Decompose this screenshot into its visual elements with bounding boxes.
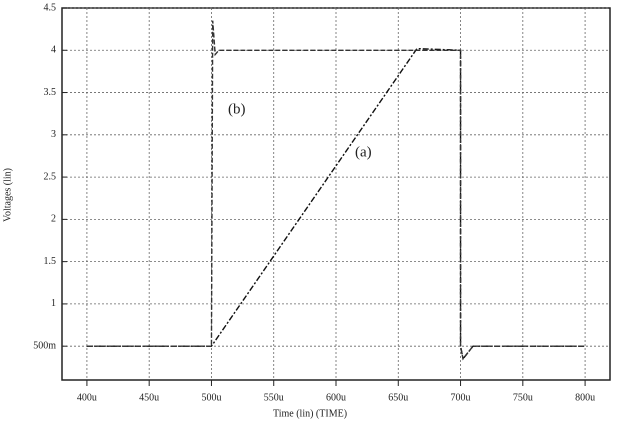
x-axis-label: Time (lin) (TIME) [273, 408, 347, 419]
y-tick-label: 1 [51, 298, 56, 309]
y-tick-label: 3 [51, 129, 56, 140]
x-tick-label: 500u [201, 392, 221, 403]
y-tick-label: 2.5 [44, 171, 57, 182]
y-axis-label: Voltages (lin) [2, 168, 13, 222]
x-tick-label: 600u [326, 392, 346, 403]
series-line [86, 20, 586, 361]
series-label: (a) [355, 144, 372, 160]
x-tick-label: 400u [77, 392, 97, 403]
y-tick-label: 1.5 [44, 256, 57, 267]
x-tick-label: 750u [513, 392, 533, 403]
y-tick-label: 2 [51, 214, 56, 225]
x-tick-label: 700u [451, 392, 471, 403]
series-label: (b) [228, 101, 246, 117]
x-tick-label: 800u [575, 392, 595, 403]
y-tick-label: 4.5 [44, 2, 57, 13]
y-tick-label: 3.5 [44, 87, 57, 98]
x-tick-label: 450u [139, 392, 159, 403]
x-tick-label: 650u [388, 392, 408, 403]
y-tick-label: 4 [51, 45, 56, 56]
x-tick-label: 550u [264, 392, 284, 403]
y-tick-label: 500m [33, 340, 56, 351]
